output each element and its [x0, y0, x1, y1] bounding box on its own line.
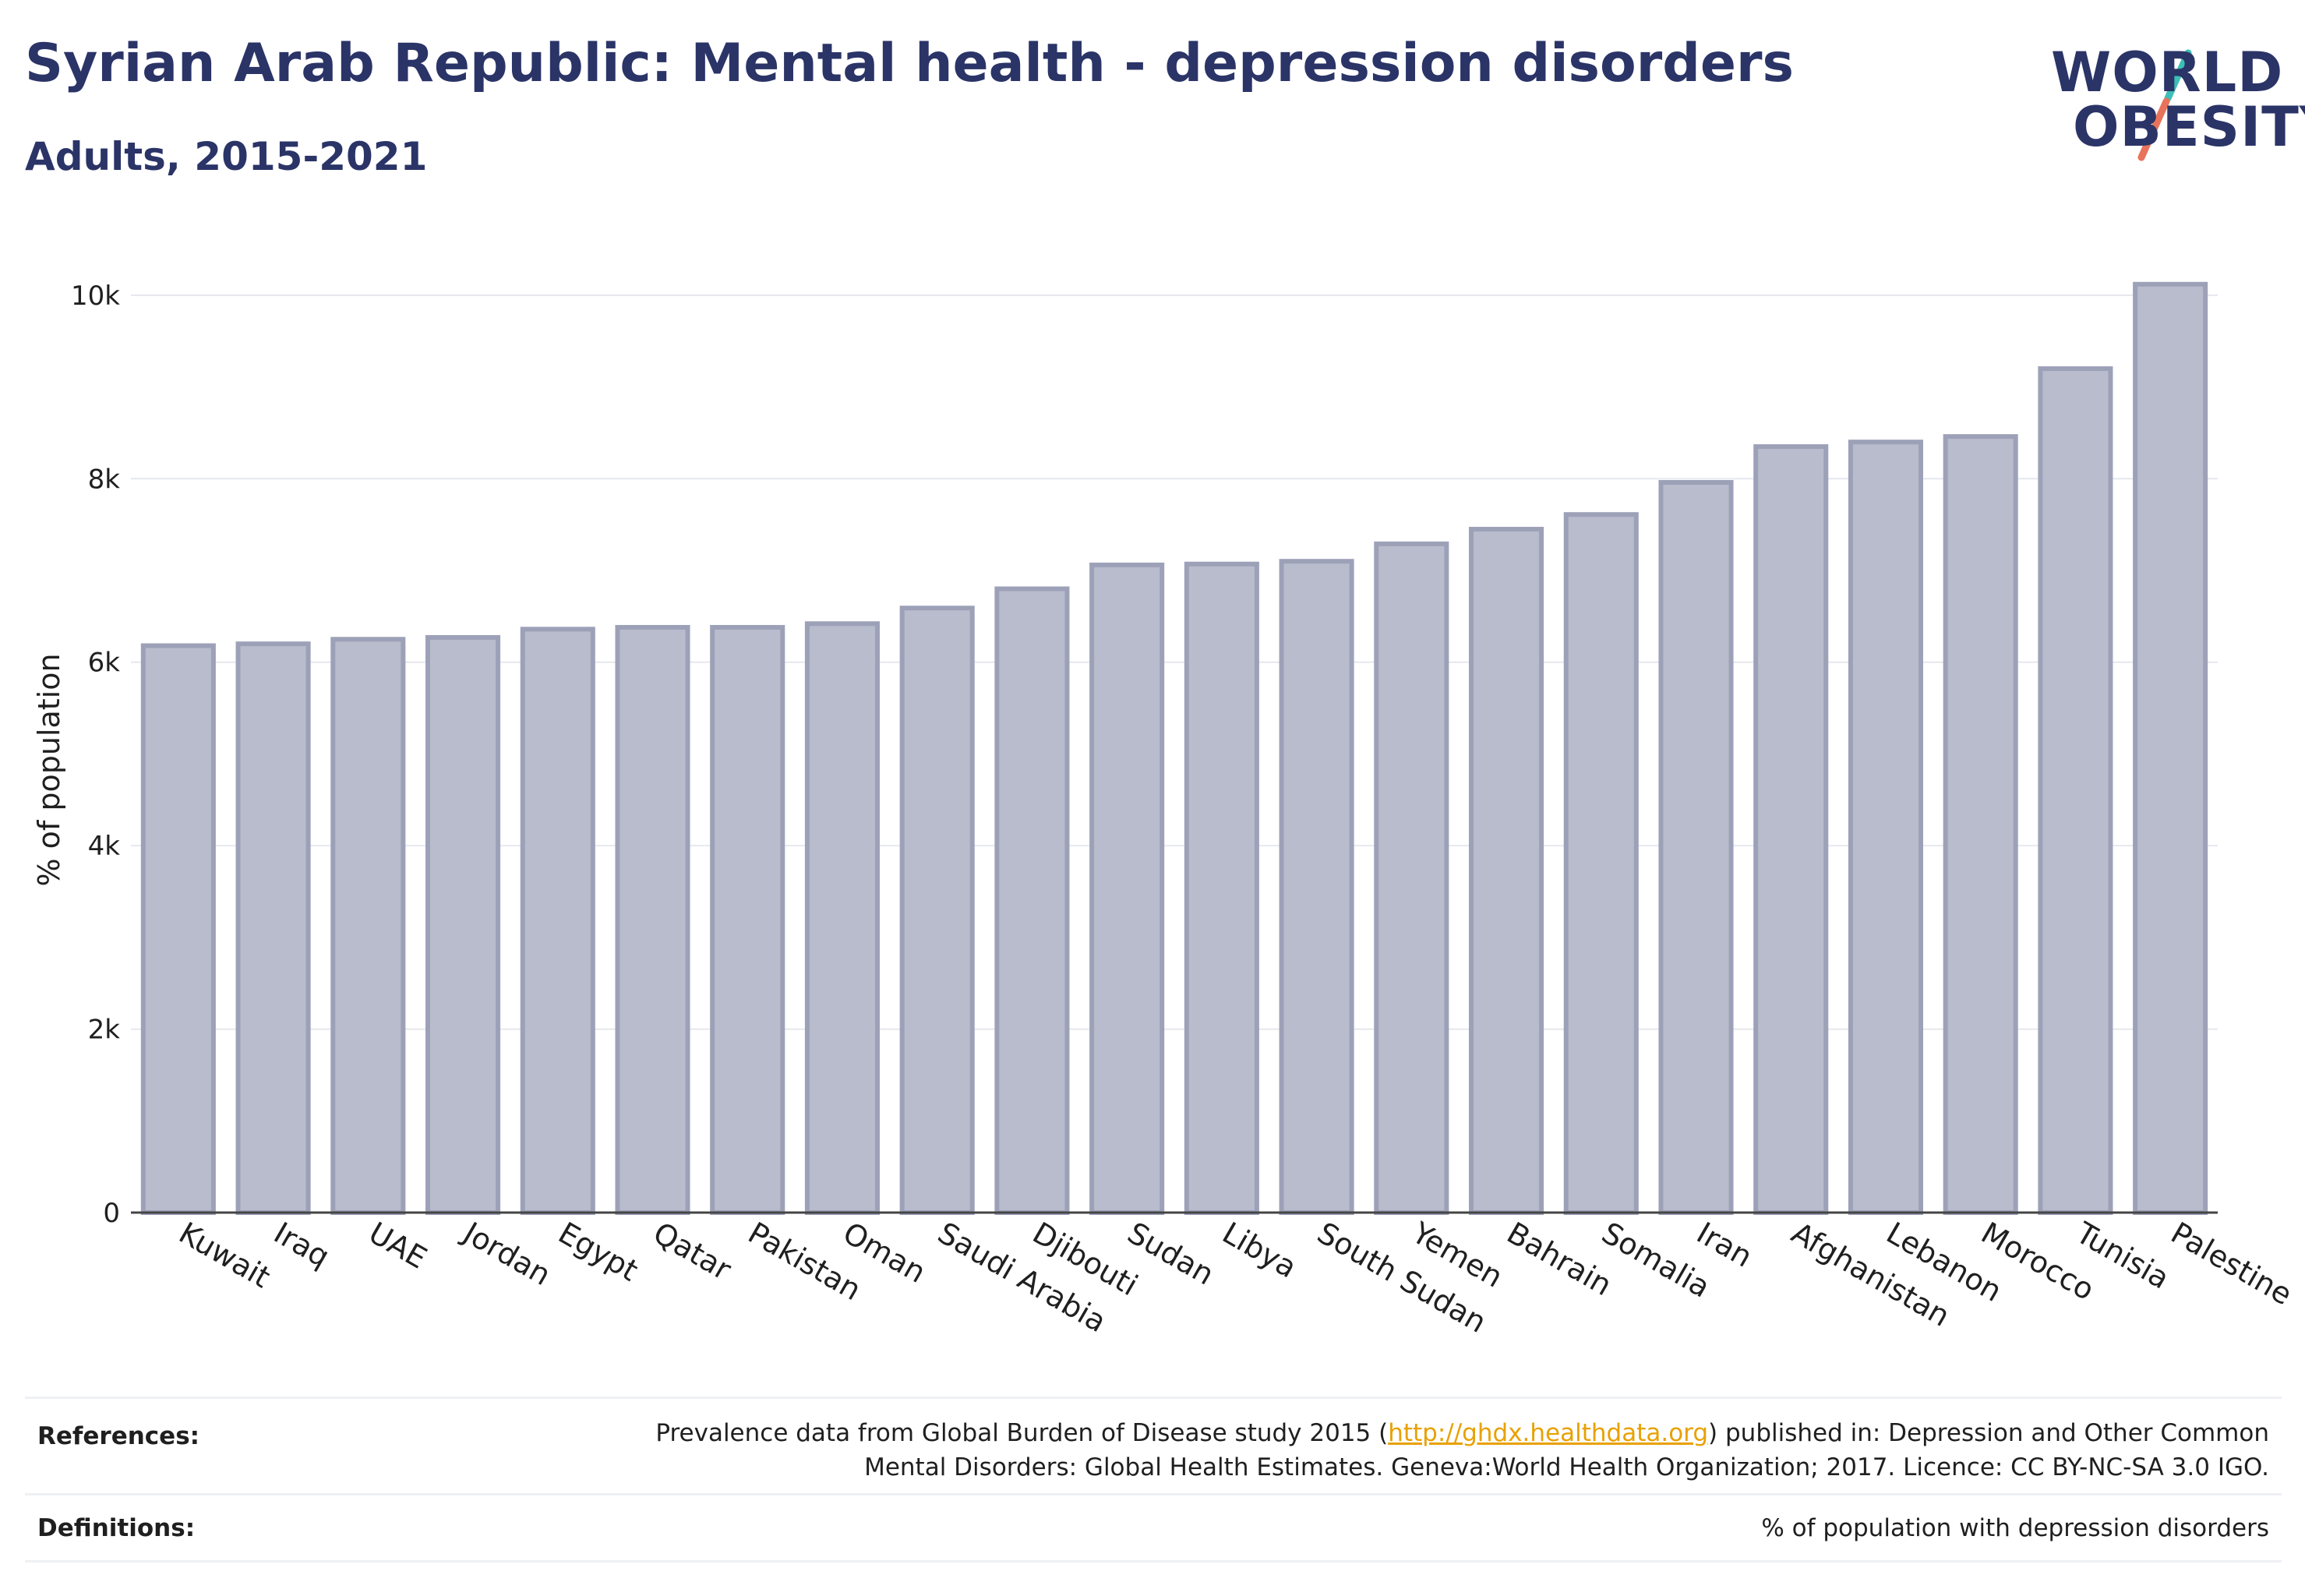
x-tick-label: Qatar — [648, 1216, 737, 1287]
world-obesity-logo: WORLD OBESITY — [2042, 23, 2305, 164]
bar — [1848, 440, 1923, 1215]
bar — [235, 641, 311, 1215]
y-tick-label: 6k — [88, 648, 121, 679]
x-tick-label: Egypt — [552, 1216, 644, 1288]
y-tick-label: 8k — [88, 464, 121, 495]
bar — [1279, 559, 1354, 1215]
bar — [1658, 479, 1734, 1216]
bar — [899, 606, 975, 1215]
bar — [1184, 561, 1259, 1215]
page-subtitle: Adults, 2015-2021 — [25, 134, 428, 179]
x-tick-label: UAE — [363, 1216, 432, 1276]
bar — [330, 637, 406, 1215]
bar — [710, 624, 785, 1215]
y-tick-label: 10k — [71, 281, 120, 312]
bar — [994, 586, 1070, 1215]
references-link[interactable]: http://ghdx.healthdata.org — [1388, 1419, 1709, 1447]
bar — [2038, 366, 2113, 1215]
x-tick-label: Iraq — [268, 1216, 335, 1274]
references-text-part-3: Mental Disorders: Global Health Estimate… — [864, 1453, 2269, 1481]
x-tick-label: Afghanistan — [1786, 1216, 1956, 1333]
bar — [140, 643, 216, 1215]
bar — [1089, 562, 1165, 1215]
bar — [425, 634, 501, 1215]
x-tick-label: Bahrain — [1502, 1216, 1618, 1303]
page-title: Syrian Arab Republic: Mental health - de… — [25, 33, 1795, 94]
bar — [1753, 444, 1829, 1216]
references-label: References: — [37, 1422, 200, 1450]
references-row: References: Prevalence data from Global … — [25, 1396, 2282, 1495]
references-text: Prevalence data from Global Burden of Di… — [655, 1416, 2269, 1485]
x-tick-label: Palestine — [2166, 1216, 2298, 1312]
references-text-part-2: ) published in: Depression and Other Com… — [1708, 1419, 2269, 1447]
references-text-part-1: Prevalence data from Global Burden of Di… — [655, 1419, 1389, 1447]
x-tick-label: Somalia — [1596, 1216, 1716, 1305]
bar — [520, 627, 595, 1215]
bar — [1374, 541, 1449, 1215]
y-axis-label: % of population — [32, 653, 66, 886]
bar — [2133, 281, 2208, 1215]
y-tick-label: 2k — [88, 1015, 121, 1046]
definitions-text: % of population with depression disorder… — [1761, 1514, 2269, 1542]
bar — [1943, 434, 2018, 1215]
y-tick-label: 4k — [88, 831, 121, 862]
bar — [1563, 512, 1639, 1215]
definitions-label: Definitions: — [37, 1514, 196, 1542]
x-tick-label: Libya — [1216, 1216, 1302, 1285]
bar — [804, 621, 880, 1215]
logo-word-world: WORLD — [2051, 41, 2284, 104]
bar — [615, 624, 690, 1215]
x-tick-label: Jordan — [457, 1215, 556, 1293]
logo-word-obesity: OBESITY — [2073, 95, 2305, 159]
x-tick-label: Kuwait — [173, 1216, 276, 1295]
logo-slash-icon — [2137, 49, 2192, 161]
definitions-row: Definitions: % of population with depres… — [25, 1493, 2282, 1562]
footer-bottom-rule — [25, 1560, 2282, 1562]
bar — [1469, 527, 1544, 1215]
y-tick-label: 0 — [103, 1198, 120, 1229]
